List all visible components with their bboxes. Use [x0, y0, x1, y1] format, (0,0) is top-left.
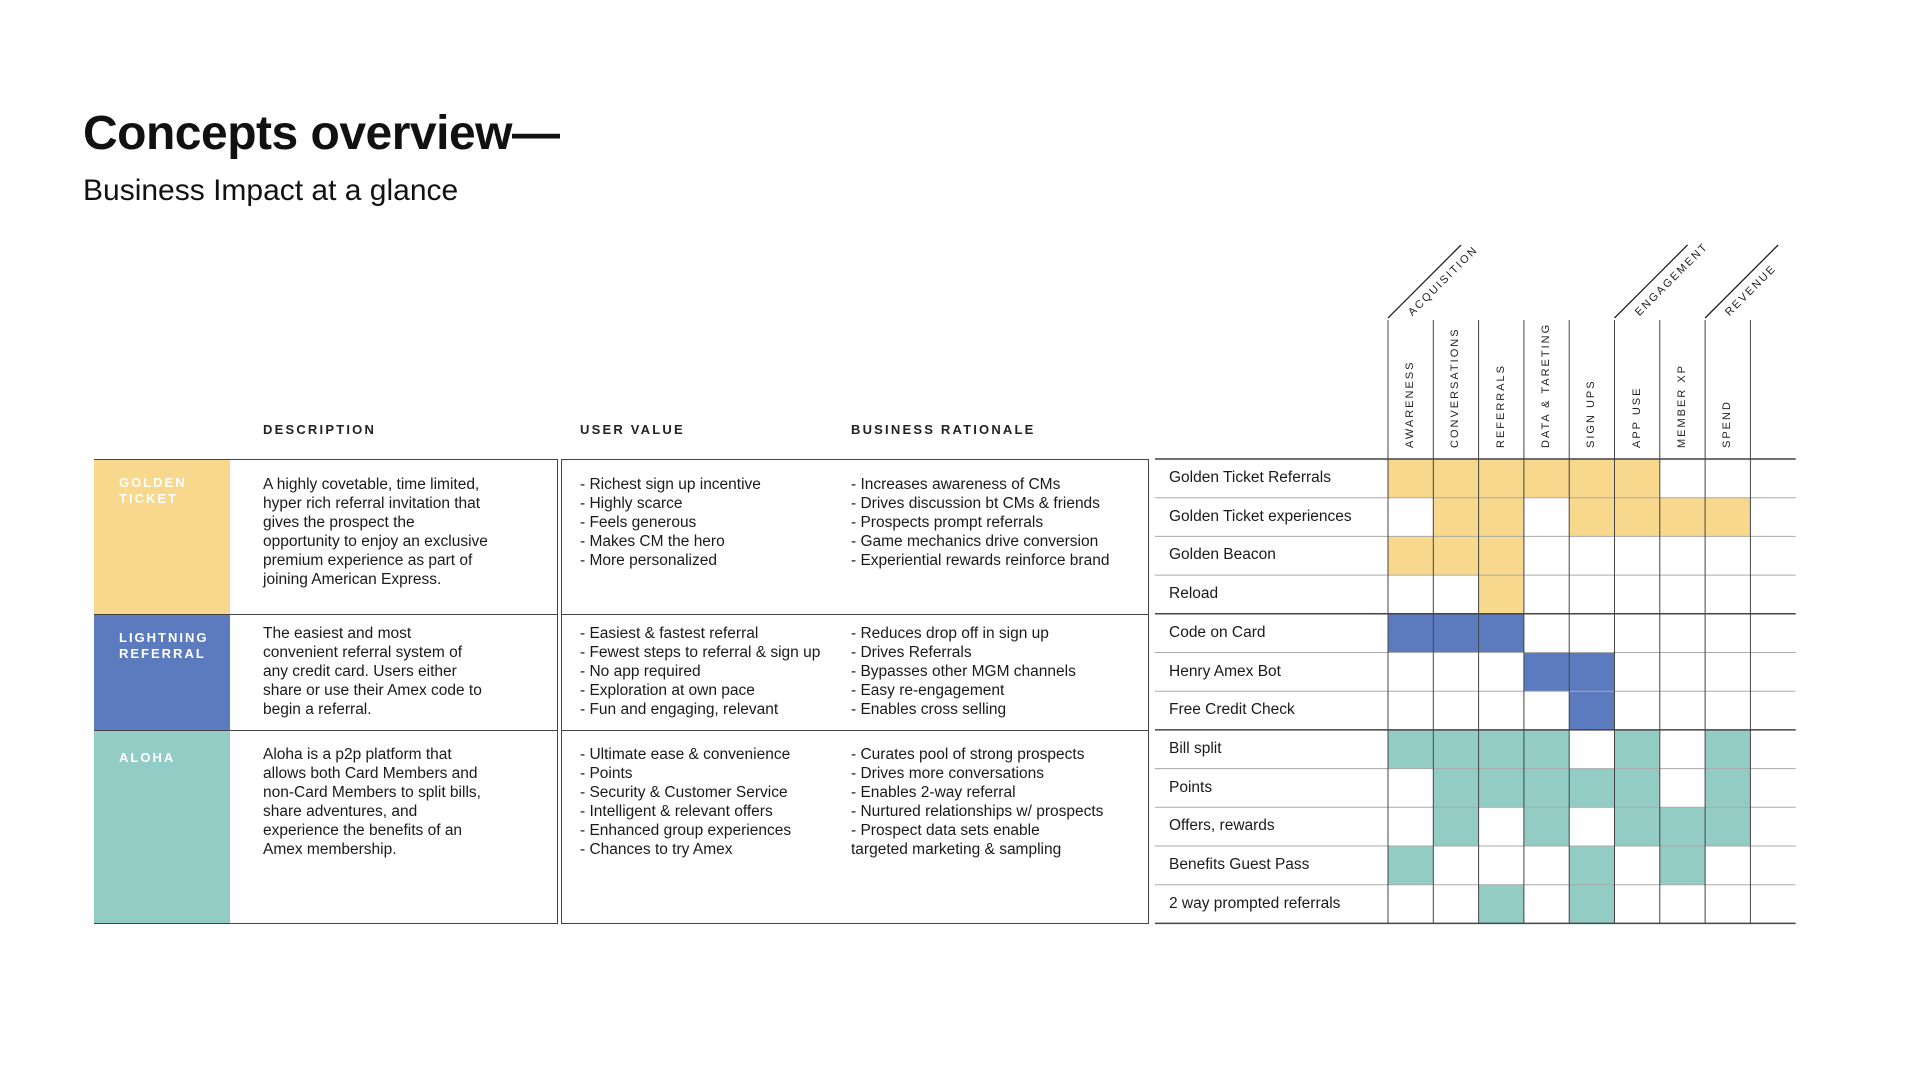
metric-header: REFERRALS [1494, 363, 1507, 448]
matrix-cell-filled [1659, 807, 1706, 846]
table-line [94, 459, 557, 460]
metric-header: SIGN UPS [1585, 379, 1598, 448]
golden-ticket-description: A highly covetable, time limited, hyper … [263, 476, 488, 588]
matrix-cell-filled [1433, 497, 1479, 537]
concept-label-lightning-referral: LIGHTNING REFERRAL [119, 630, 209, 661]
golden-ticket-business-rationale: - Increases awareness of CMs - Drives di… [851, 476, 1110, 569]
matrix-row-name: Golden Ticket experiences [1169, 507, 1352, 525]
matrix-row-name: Points [1169, 778, 1213, 796]
matrix-cell-filled [1388, 729, 1434, 769]
matrix-cell-filled [1614, 497, 1660, 537]
table-line [561, 730, 1148, 731]
matrix-cell-filled [1569, 691, 1615, 730]
matrix-cell-filled [1569, 884, 1615, 924]
matrix-cell-filled [1478, 613, 1524, 653]
matrix-cell-filled [1478, 768, 1524, 808]
table-line [94, 730, 557, 731]
matrix-cell-filled [1569, 846, 1615, 885]
metric-header: CONVERSATIONS [1449, 327, 1462, 448]
matrix-row-name: Offers, rewards [1169, 817, 1275, 835]
matrix-cell-filled [1569, 459, 1615, 498]
matrix-cell-filled [1433, 613, 1479, 653]
page-subtitle: Business Impact at a glance [83, 174, 459, 207]
matrix-cell-filled [1478, 497, 1524, 537]
matrix-cell-filled [1705, 729, 1751, 769]
matrix-row-name: Free Credit Check [1169, 701, 1295, 719]
matrix-row-name: Golden Ticket Referrals [1169, 469, 1331, 486]
matrix-row-name: Reload [1169, 585, 1219, 603]
matrix-cell-filled [1388, 536, 1434, 576]
aloha-business-rationale: - Curates pool of strong prospects - Dri… [851, 746, 1104, 858]
matrix-cell-filled [1478, 536, 1524, 576]
matrix-row-name: Code on Card [1169, 623, 1266, 641]
matrix-cell-filled [1523, 807, 1570, 846]
matrix-cell-filled [1705, 807, 1751, 846]
matrix-cell-filled [1569, 768, 1615, 808]
group-header: REVENUE [1723, 262, 1780, 319]
matrix-cell-filled [1433, 768, 1479, 808]
matrix-cell-filled [1614, 729, 1660, 769]
matrix-cell-filled [1569, 652, 1615, 692]
table-line [561, 923, 1148, 924]
matrix-cell-filled [1433, 536, 1479, 576]
golden-ticket-user-value: - Richest sign up incentive - Highly sca… [580, 476, 761, 569]
table-line [94, 923, 557, 924]
matrix-cell-filled [1659, 497, 1706, 537]
business-rationale-header: BUSINESS RATIONALE [851, 422, 1036, 437]
aloha-description: Aloha is a p2p platform that allows both… [263, 746, 481, 858]
table-divider [561, 459, 562, 924]
matrix-cell-filled [1433, 459, 1479, 498]
matrix-row-name: 2 way prompted referrals [1169, 894, 1341, 912]
matrix-cell-filled [1478, 575, 1524, 614]
lightning-referral-business-rationale: - Reduces drop off in sign up - Drives R… [851, 625, 1076, 718]
matrix-cell-filled [1478, 729, 1524, 769]
metric-header: SPEND [1721, 400, 1734, 448]
concept-label-golden-ticket: GOLDEN TICKET [119, 475, 187, 506]
matrix-row-name: Benefits Guest Pass [1169, 856, 1310, 873]
matrix-cell-filled [1388, 459, 1434, 498]
matrix-row-name: Golden Beacon [1169, 546, 1276, 564]
table-divider [557, 459, 558, 924]
concept-label-aloha: ALOHA [119, 750, 176, 765]
metric-header: MEMBER XP [1675, 363, 1688, 448]
matrix-cell-filled [1614, 459, 1660, 498]
metric-header: AWARENESS [1404, 360, 1416, 448]
band-aloha: ALOHA [94, 730, 230, 923]
band-lightning-referral: LIGHTNING REFERRAL [94, 614, 230, 730]
matrix-cell-filled [1388, 613, 1434, 653]
table-line [561, 614, 1148, 615]
matrix-cell-filled [1478, 459, 1524, 498]
lightning-referral-user-value: - Easiest & fastest referral - Fewest st… [580, 625, 821, 718]
page-title: Concepts overview— [83, 107, 560, 160]
matrix-cell-filled [1388, 846, 1434, 885]
metric-header: APP USE [1630, 386, 1643, 449]
matrix-cell-filled [1705, 497, 1751, 537]
band-golden-ticket: GOLDEN TICKET [94, 459, 230, 614]
matrix-cell-filled [1659, 846, 1706, 885]
table-line [561, 459, 1148, 460]
matrix-cell-filled [1523, 652, 1570, 692]
aloha-user-value: - Ultimate ease & convenience - Points -… [580, 746, 792, 858]
metric-header: DATA & TARETING [1539, 322, 1552, 448]
matrix-cell-filled [1433, 807, 1479, 846]
matrix-cell-filled [1614, 768, 1660, 808]
matrix-cell-filled [1478, 884, 1524, 924]
matrix-cell-filled [1705, 768, 1751, 808]
matrix-cell-filled [1433, 729, 1479, 769]
matrix-cell-filled [1523, 459, 1570, 498]
description-header: DESCRIPTION [263, 422, 377, 437]
table-divider [1148, 459, 1149, 924]
table-line [94, 614, 557, 615]
matrix-cell-filled [1569, 497, 1615, 537]
matrix-cell-filled [1523, 768, 1570, 808]
group-header: ACQUISITION [1406, 243, 1481, 319]
matrix-row-name: Henry Amex Bot [1169, 662, 1281, 680]
matrix-cell-filled [1523, 729, 1570, 769]
lightning-referral-description: The easiest and most convenient referral… [263, 625, 482, 718]
matrix-row-name: Bill split [1169, 739, 1222, 757]
user-value-header: USER VALUE [580, 422, 685, 437]
matrix-cell-filled [1614, 807, 1660, 846]
group-header: ENGAGEMENT [1632, 240, 1711, 319]
